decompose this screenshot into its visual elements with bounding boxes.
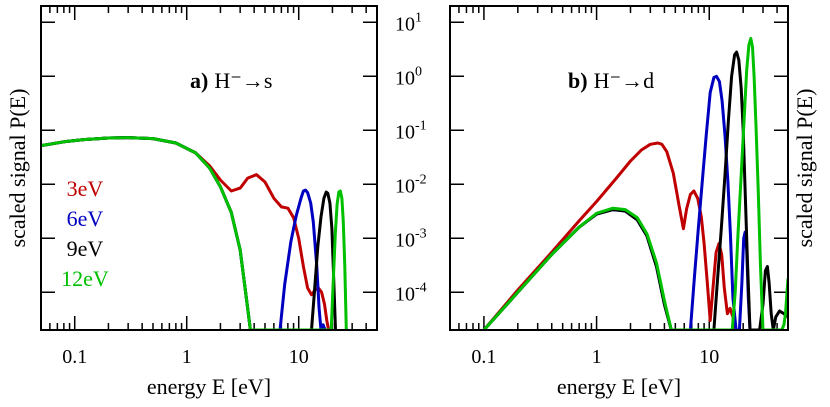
panel-a-xlabel: energy E [eV] [147,374,271,399]
panel-b-ticks [449,6,789,330]
legend-entry-6eV: 6eV [67,206,104,231]
panel-b-ylabel: scaled signal P(E) [792,89,817,248]
panel-a-ticks [40,6,378,330]
legend-entry-3eV: 3eV [67,176,104,201]
x-tick-label: 1 [182,346,192,368]
x-tick-label: 1 [592,346,602,368]
legend-entry-12eV: 12eV [61,266,109,291]
panel-b-frame [449,5,789,331]
y-tick-label: 10-2 [395,172,427,197]
series-line-3eV [41,136,331,330]
series-line-12eV [41,136,348,330]
x-tick-label: 0.1 [471,346,496,368]
panel-b-y-tick-labels: 101 100 10-1 10-2 10-3 10-4 [395,10,427,305]
series-line-6eV [41,136,327,330]
panel-b-xlabel: energy E [eV] [557,374,681,399]
y-tick-label: 10-1 [395,118,427,143]
x-tick-label: 10 [699,346,719,368]
panel-a-label: a) [190,68,208,93]
panel-b-series [482,37,788,330]
panel-a-frame [40,5,378,331]
panel-b-label: b) [568,68,588,93]
y-tick-label: 101 [395,10,422,35]
panel-a-legend: 3eV 6eV 9eV 12eV [61,176,109,291]
panel-a-title-text: H⁻→s [214,68,272,93]
y-tick-label: 10-3 [395,226,427,251]
panel-a-title: a) H⁻→s [190,68,272,93]
panel-b: 0.1 1 10 101 100 10-1 10-2 10-3 10-4 b) H⁻→d ene… [395,5,817,399]
panel-a-x-tick-labels: 0.1 1 10 [62,346,309,368]
x-tick-label: 0.1 [62,346,87,368]
x-tick-label: 10 [289,346,309,368]
panel-b-x-tick-labels: 0.1 1 10 [471,346,719,368]
series-line-3eV [482,141,737,330]
legend-entry-9eV: 9eV [67,236,104,261]
panel-a-series [41,136,348,330]
panel-b-title-text: H⁻→d [594,68,655,93]
y-tick-label: 100 [395,64,422,89]
series-line-6eV [482,74,752,330]
panel-a-ylabel: scaled signal P(E) [5,89,30,248]
panel-b-title: b) H⁻→d [568,68,654,93]
series-line-12eV [482,37,788,330]
panel-a: 0.1 1 10 a) H⁻→s 3eV 6eV 9eV 12eV energy E [eV… [5,5,378,399]
y-tick-label: 10-4 [395,280,427,305]
